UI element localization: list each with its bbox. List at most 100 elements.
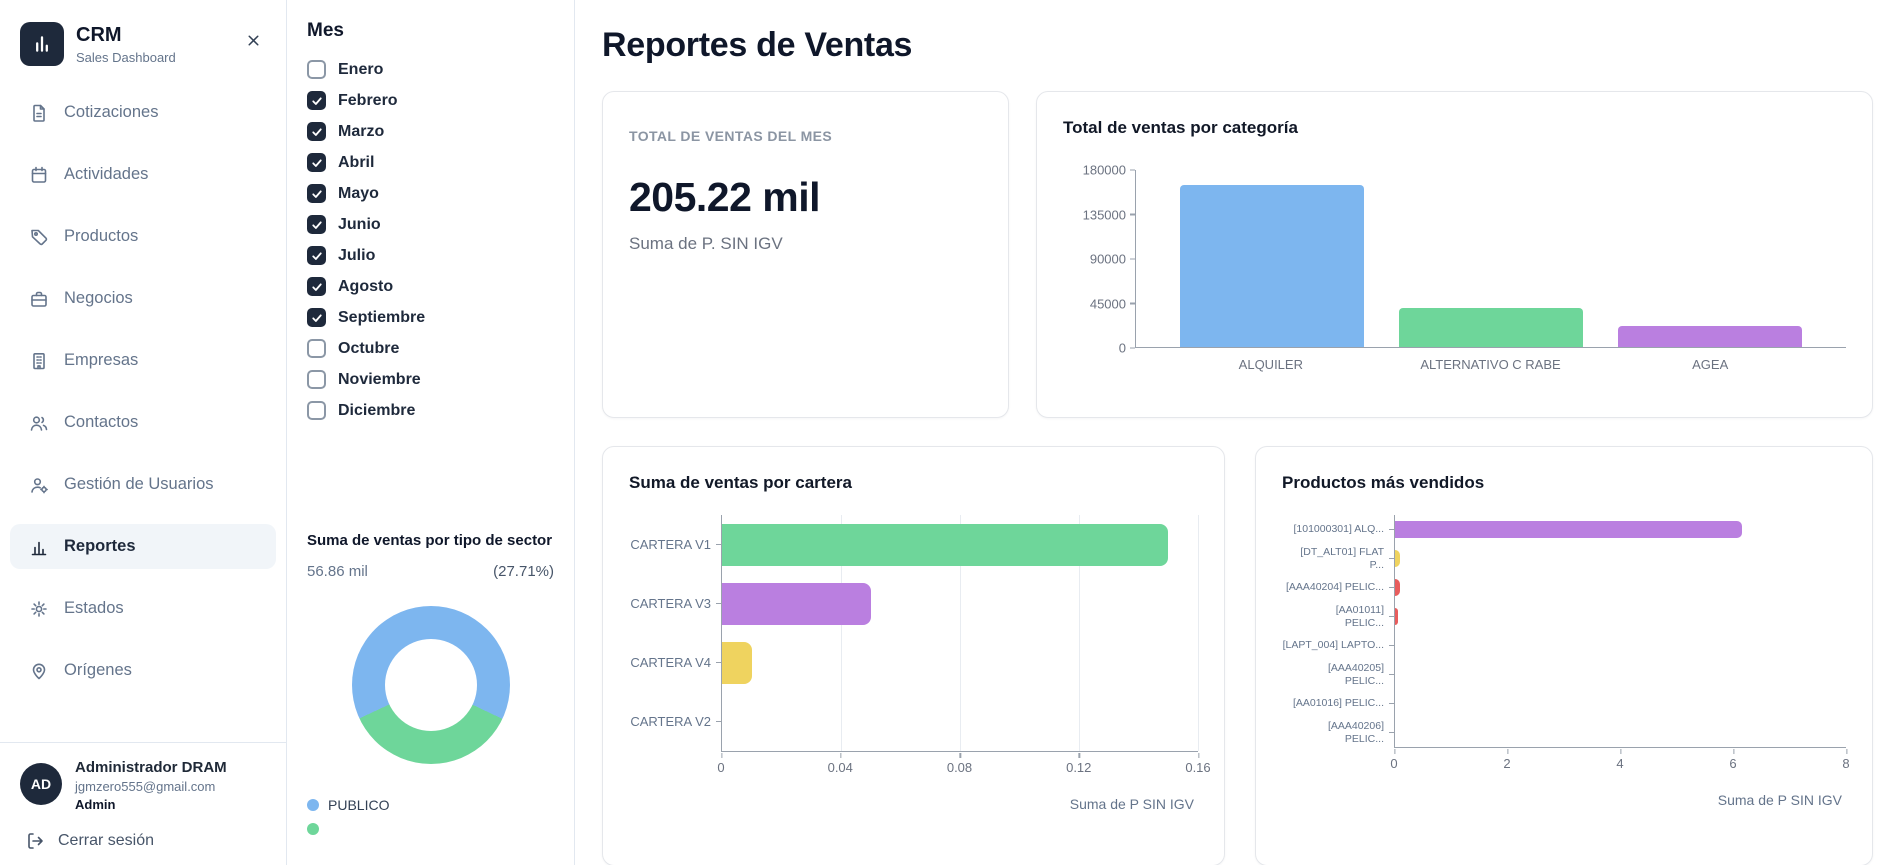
legend-dot: [307, 823, 319, 835]
legend-dot: [307, 799, 319, 811]
bar-alquiler: [1179, 184, 1364, 347]
map-pin-icon: [28, 660, 49, 681]
x-tick-label: 0.16: [1185, 752, 1211, 775]
checkbox-checked-icon[interactable]: [307, 246, 326, 265]
y-tick-label: 90000: [1090, 252, 1135, 267]
building-icon: [28, 350, 49, 371]
sidebar-item-contactos[interactable]: Contactos: [10, 400, 276, 445]
category-label: [AA01016] PELIC...: [1282, 689, 1394, 718]
document-icon: [28, 102, 49, 123]
month-label: Junio: [338, 215, 381, 233]
sidebar-item-estados[interactable]: Estados: [10, 586, 276, 631]
month-checkbox-diciembre[interactable]: Diciembre: [307, 401, 554, 420]
bar-aaa40204-pelic: [1395, 579, 1400, 596]
main-content: Reportes de Ventas TOTAL DE VENTAS DEL M…: [575, 0, 1897, 865]
bar-row: [722, 574, 1198, 633]
x-axis-labels: 0 0.04 0.08 0.12 0.16: [717, 752, 1211, 776]
sidebar-item-cotizaciones[interactable]: Cotizaciones: [10, 90, 276, 135]
sidebar-close-button[interactable]: [241, 28, 266, 58]
checkbox-unchecked[interactable]: [307, 339, 326, 358]
month-checkbox-octubre[interactable]: Octubre: [307, 339, 554, 358]
user-gear-icon: [28, 474, 49, 495]
month-checkbox-febrero[interactable]: Febrero: [307, 91, 554, 110]
month-label: Mayo: [338, 184, 379, 202]
gridline: [1198, 515, 1199, 751]
sidebar-item-label: Estados: [64, 599, 124, 617]
sector-summary: Suma de ventas por tipo de sector 56.86 …: [307, 532, 554, 838]
gridline: [960, 515, 961, 751]
checkbox-checked-icon[interactable]: [307, 122, 326, 141]
user-role: Admin: [75, 797, 116, 812]
kpi-title: TOTAL DE VENTAS DEL MES: [629, 128, 833, 144]
sidebar-item-label: Empresas: [64, 351, 139, 369]
checkbox-checked-icon[interactable]: [307, 91, 326, 110]
x-axis-labels: ALQUILER ALTERNATIVO C RABE AGEA: [1135, 357, 1846, 372]
x-tick-label: 0.08: [947, 752, 972, 775]
bar-row: [1395, 602, 1846, 631]
bar-row: [722, 515, 1198, 574]
x-category-label: ALQUILER: [1238, 357, 1303, 372]
sector-chart-title: Suma de ventas por tipo de sector: [307, 532, 553, 549]
sidebar-item-negocios[interactable]: Negocios: [10, 276, 276, 321]
checkbox-checked-icon[interactable]: [307, 215, 326, 234]
month-checkbox-abril[interactable]: Abril: [307, 153, 554, 172]
checkbox-unchecked[interactable]: [307, 370, 326, 389]
checkbox-checked-icon[interactable]: [307, 153, 326, 172]
x-tick-label: 2: [1503, 748, 1511, 771]
sidebar-item-reportes[interactable]: Reportes: [10, 524, 276, 569]
category-label: [101000301] ALQ...: [1282, 515, 1394, 544]
checkbox-unchecked[interactable]: [307, 401, 326, 420]
month-checkbox-enero[interactable]: Enero: [307, 60, 554, 79]
bar-row: [1395, 689, 1846, 718]
sector-percent: (27.71%): [493, 563, 554, 580]
tag-icon: [28, 226, 49, 247]
y-tick-label: 180000: [1083, 163, 1135, 178]
sidebar-item-label: Negocios: [64, 289, 133, 307]
month-checkbox-julio[interactable]: Julio: [307, 246, 554, 265]
sidebar-item-label: Actividades: [64, 165, 149, 183]
cartera-card: Suma de ventas por cartera CARTERA V1 CAR…: [602, 446, 1225, 865]
logout-button[interactable]: Cerrar sesión: [20, 830, 266, 851]
bar-dt-alt01-flat-p: [1395, 550, 1401, 567]
category-label: [AAA40204] PELIC...: [1282, 573, 1394, 602]
month-checkbox-septiembre[interactable]: Septiembre: [307, 308, 554, 327]
x-tick-label: 4: [1616, 748, 1624, 771]
page-title: Reportes de Ventas: [602, 26, 913, 64]
gear-icon: [28, 598, 49, 619]
category-label: [LAPT_004] LAPTO...: [1282, 631, 1394, 660]
filter-panel: Mes Enero Febrero Marzo Abril Mayo Junio Julio…: [287, 0, 575, 865]
sidebar-item-gesti-n-de-usuarios[interactable]: Gestión de Usuarios: [10, 462, 276, 507]
category-labels: [101000301] ALQ... [DT_ALT01] FLAT P... [A…: [1282, 515, 1394, 748]
month-checkbox-mayo[interactable]: Mayo: [307, 184, 554, 203]
month-label: Diciembre: [338, 401, 416, 419]
month-checkbox-junio[interactable]: Junio: [307, 215, 554, 234]
bar-row: [1395, 515, 1846, 544]
user-name: Administrador DRAM: [75, 759, 227, 776]
category-label: [AAA40205] PELIC...: [1282, 660, 1394, 689]
user-row: AD Administrador DRAM jgmzero555@gmail.c…: [20, 759, 266, 812]
month-checkbox-marzo[interactable]: Marzo: [307, 122, 554, 141]
checkbox-unchecked[interactable]: [307, 60, 326, 79]
checkbox-checked-icon[interactable]: [307, 308, 326, 327]
y-axis: 180000 135000 90000 45000 0: [1063, 163, 1135, 356]
cartera-axis-title: Suma de P SIN IGV: [1069, 796, 1194, 812]
month-list: Enero Febrero Marzo Abril Mayo Junio Julio Agos…: [307, 60, 554, 420]
sidebar-item-productos[interactable]: Productos: [10, 214, 276, 259]
month-checkbox-noviembre[interactable]: Noviembre: [307, 370, 554, 389]
sidebar-item-label: Reportes: [64, 537, 136, 555]
briefcase-icon: [28, 288, 49, 309]
sidebar-item-actividades[interactable]: Actividades: [10, 152, 276, 197]
checkbox-checked-icon[interactable]: [307, 184, 326, 203]
sidebar-item-or-genes[interactable]: Orígenes: [10, 648, 276, 693]
sidebar-item-empresas[interactable]: Empresas: [10, 338, 276, 383]
x-tick-label: 0.12: [1066, 752, 1091, 775]
kpi-subtitle: Suma de P. SIN IGV: [629, 234, 783, 253]
bar-101000301-alq: [1395, 521, 1742, 538]
bar-alternativo-c-rabe: [1398, 307, 1584, 347]
sidebar-item-label: Cotizaciones: [64, 103, 159, 121]
checkbox-checked-icon[interactable]: [307, 277, 326, 296]
sidebar-item-label: Productos: [64, 227, 139, 245]
month-checkbox-agosto[interactable]: Agosto: [307, 277, 554, 296]
month-label: Abril: [338, 153, 375, 171]
